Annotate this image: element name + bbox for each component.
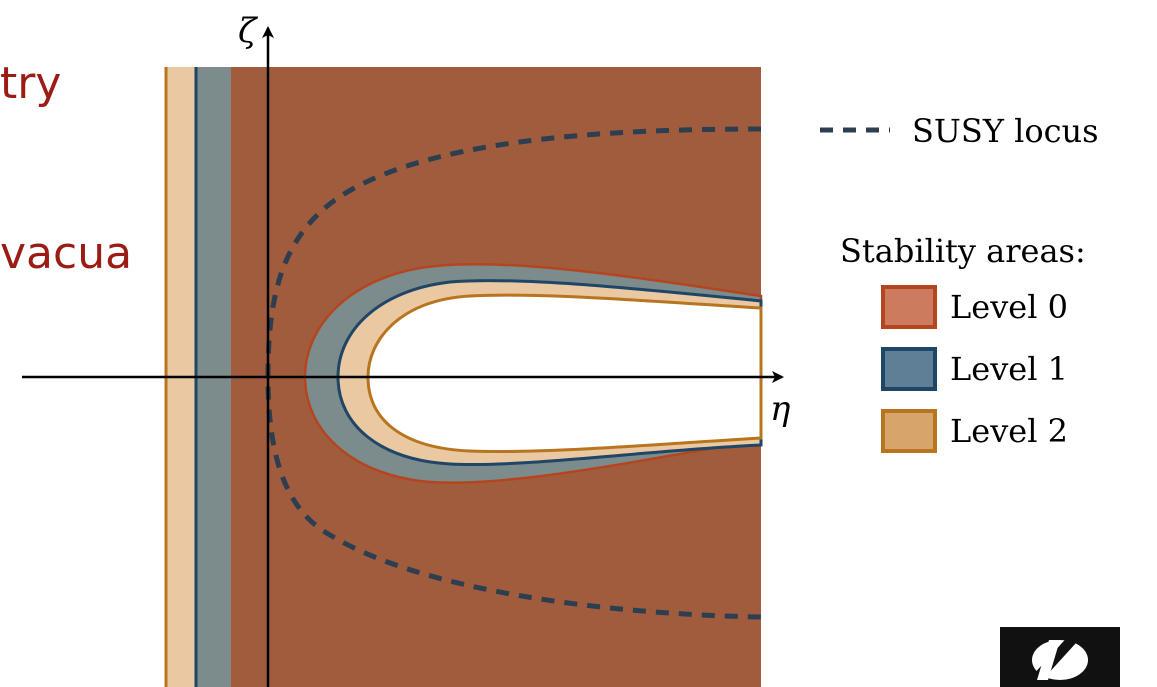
legend-label-level2: Level 2 (950, 412, 1068, 450)
logo-icon (1000, 627, 1120, 687)
legend-label-level0: Level 0 (950, 288, 1068, 326)
slide-text-line2: vacua (0, 228, 133, 279)
legend-swatch-level2 (881, 409, 937, 453)
unstable-lobe (366, 293, 763, 454)
stability-legend-title: Stability areas: (840, 232, 1086, 270)
legend-label-level1: Level 1 (950, 350, 1068, 388)
legend-swatch-level0 (881, 285, 937, 329)
legend-swatch-level1 (881, 347, 937, 391)
eta-axis-label: η (770, 389, 791, 429)
susy-locus-legend-label: SUSY locus (912, 112, 1099, 150)
slide-text-line1: try (0, 58, 62, 109)
zeta-axis-label: ζ (238, 11, 259, 51)
